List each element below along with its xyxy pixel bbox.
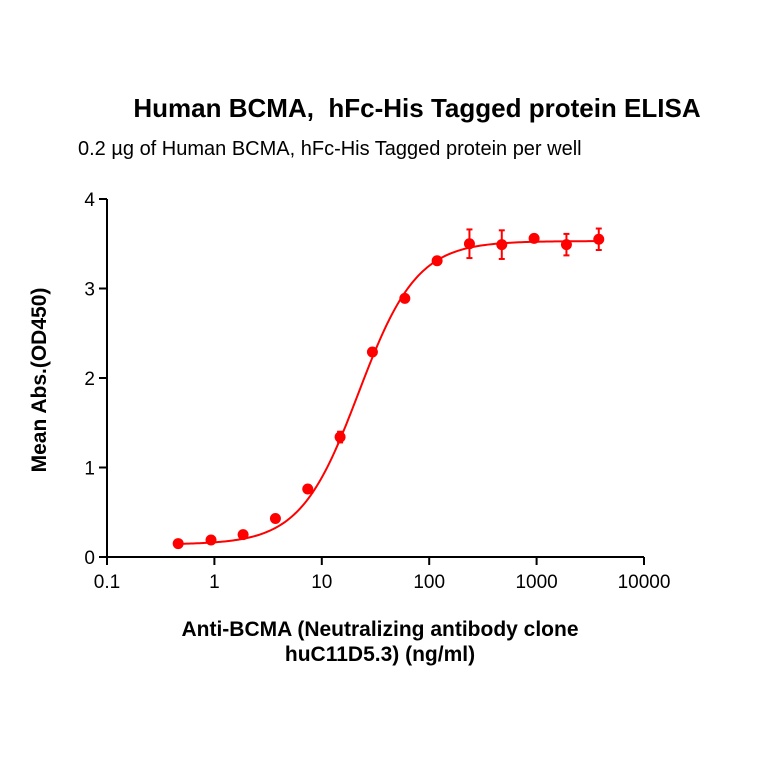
x-tick-label: 1 — [209, 572, 220, 593]
chart-title: Human BCMA, hFc-His Tagged protein ELISA — [133, 93, 701, 123]
data-point — [172, 538, 184, 550]
data-marker — [431, 255, 443, 267]
x-tick-label: 10000 — [618, 572, 671, 593]
data-point — [366, 346, 378, 358]
data-marker — [528, 232, 540, 244]
y-tick-label: 3 — [84, 280, 95, 301]
data-points — [172, 227, 605, 550]
fit-curve — [178, 240, 599, 545]
data-point — [302, 483, 314, 495]
x-tick-label: 0.1 — [94, 572, 120, 593]
data-point — [399, 292, 411, 304]
data-point — [237, 529, 249, 541]
data-marker — [205, 534, 217, 546]
y-tick-label: 4 — [84, 190, 95, 211]
axes: 0 1 2 3 4 0.1 1 10 100 1000 10000 — [84, 190, 670, 593]
data-marker — [237, 529, 249, 541]
data-marker — [463, 238, 475, 250]
data-marker — [334, 431, 346, 443]
x-axis-label-line1: Anti-BCMA (Neutralizing antibody clone — [181, 618, 579, 641]
data-marker — [496, 239, 508, 251]
x-axis-label-line2: huC11D5.3) (ng/ml) — [284, 643, 476, 666]
data-marker — [302, 483, 314, 495]
data-point — [593, 227, 605, 252]
data-marker — [399, 292, 411, 304]
data-point — [528, 232, 540, 244]
y-tick-label: 2 — [84, 369, 95, 390]
x-tick-label: 1000 — [515, 572, 557, 593]
data-point — [463, 228, 475, 260]
y-tick-label: 0 — [84, 548, 95, 569]
data-point — [334, 430, 346, 444]
chart-subtitle: 0.2 µg of Human BCMA, hFc-His Tagged pro… — [78, 138, 582, 160]
x-tick-label: 100 — [413, 572, 445, 593]
data-point — [205, 534, 217, 546]
data-marker — [269, 513, 281, 525]
data-point — [269, 513, 281, 525]
data-marker — [366, 346, 378, 358]
data-point — [560, 232, 572, 257]
x-axis-label: Anti-BCMA (Neutralizing antibody clone h… — [110, 617, 650, 667]
data-point — [496, 229, 508, 260]
data-marker — [172, 538, 184, 550]
x-tick-label: 10 — [311, 572, 332, 593]
data-marker — [593, 233, 605, 245]
data-marker — [560, 239, 572, 251]
y-tick-label: 1 — [84, 459, 95, 480]
data-point — [431, 255, 443, 267]
